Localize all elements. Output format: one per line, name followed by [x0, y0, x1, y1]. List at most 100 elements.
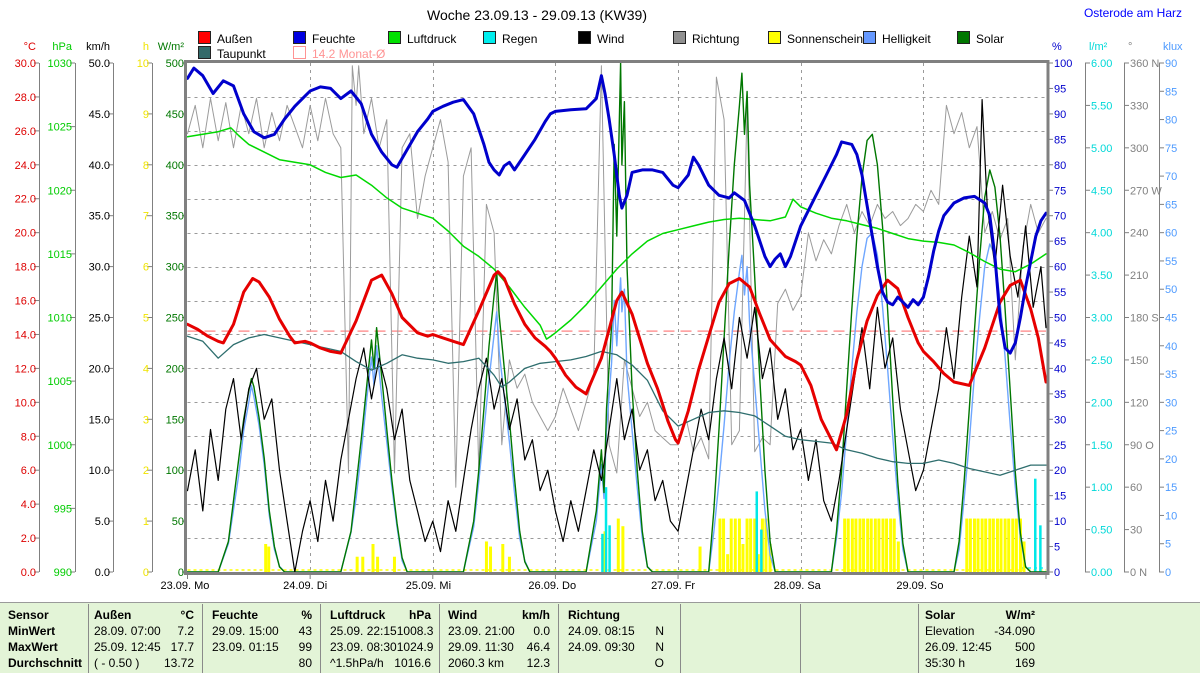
row-label-sensor: Sensor [8, 608, 49, 622]
sonnenschein-swatch-icon [768, 31, 781, 44]
svg-text:5.0: 5.0 [95, 516, 110, 528]
svg-text:65: 65 [1054, 236, 1066, 248]
cell-value: 43 [298, 624, 312, 638]
legend-label: Sonnenschein [787, 32, 864, 46]
series-helligkeit [186, 231, 1047, 573]
series-solar [186, 62, 1047, 573]
day-label: 24.09. Di [283, 580, 327, 592]
svg-text:450: 450 [166, 109, 184, 121]
day-label: 27.09. Fr [651, 580, 695, 592]
svg-text:30: 30 [1165, 397, 1177, 409]
svg-text:6: 6 [143, 262, 149, 274]
table-divider [918, 604, 919, 673]
max-row: 23.09. 08:30 1024.9 [330, 640, 434, 654]
cell-value: 99 [298, 640, 312, 654]
svg-text:50: 50 [172, 516, 184, 528]
legend-item-solar: Solar [957, 31, 1004, 46]
cell-text: 23.09. 01:15 [212, 640, 279, 654]
legend-item-sonnenschein: Sonnenschein [768, 31, 864, 46]
day-axis: 23.09. Mo 24.09. Di 25.09. Mi 26.09. Do 27.0… [161, 574, 1047, 592]
regen-swatch-icon [483, 31, 496, 44]
svg-text:210: 210 [1130, 270, 1148, 282]
table-col-solar: Solar W/m² Elevation -34.090 26.09. 12:45 500… [925, 603, 1035, 673]
svg-text:75: 75 [1054, 185, 1066, 197]
series-wind [186, 98, 1047, 573]
row-label-durchschnitt: Durchschnitt [8, 656, 83, 670]
table-divider [320, 604, 321, 673]
svg-text:180 S: 180 S [1130, 313, 1159, 325]
svg-text:90: 90 [1054, 109, 1066, 121]
cell-value: 1024.9 [396, 640, 434, 654]
svg-text:10: 10 [1054, 516, 1066, 528]
aussen-swatch-icon [198, 31, 211, 44]
table-divider [680, 604, 681, 673]
cell-value: W/m² [1005, 608, 1035, 622]
max-row: 29.09. 11:30 46.4 [448, 640, 550, 654]
axis-hPa: 990 995 1000 1005 1010 1015 1020 1025 1030 hPa [48, 41, 76, 579]
svg-text:25.0: 25.0 [89, 313, 110, 325]
svg-text:0.00: 0.00 [1091, 567, 1112, 579]
solar-swatch-icon [957, 31, 970, 44]
cell-text: 25.09. 12:45 [94, 640, 161, 654]
min-row: 29.09. 15:00 43 [212, 624, 312, 638]
legend-label: Luftdruck [407, 32, 457, 46]
row-label-minwert: MinWert [8, 624, 56, 638]
col-header: Richtung [568, 608, 664, 622]
monatsmittel-swatch-icon [293, 46, 306, 59]
svg-text:h: h [143, 41, 149, 53]
richtung-swatch-icon [673, 31, 686, 44]
day-label: 23.09. Mo [161, 580, 210, 592]
series-aussen [186, 270, 1047, 452]
cell-value: 13.72 [163, 656, 194, 670]
axis-klux: 0 5 10 15 20 25 30 35 40 45 50 55 60 65 70 75 80 85 90 klux [1159, 41, 1183, 579]
svg-text:30: 30 [1054, 414, 1066, 426]
svg-text:100: 100 [1054, 58, 1072, 70]
svg-text:350: 350 [166, 211, 184, 223]
cell-value: N [655, 640, 664, 654]
svg-text:500: 500 [166, 58, 184, 70]
svg-text:14.0: 14.0 [15, 329, 36, 341]
svg-text:15: 15 [1165, 482, 1177, 494]
table-col-richtung: Richtung 24.09. 08:15 N 24.09. 09:30 N O [568, 603, 664, 673]
sunshine-bars [264, 518, 1026, 572]
svg-text:1000: 1000 [48, 440, 72, 452]
svg-text:240: 240 [1130, 228, 1148, 240]
svg-text:1.00: 1.00 [1091, 482, 1112, 494]
svg-text:360 N: 360 N [1130, 58, 1159, 70]
svg-text:5.00: 5.00 [1091, 143, 1112, 155]
svg-text:W/m²: W/m² [158, 41, 185, 53]
avg-row: ( - 0.50 ) 13.72 [94, 656, 194, 670]
col-header: Feuchte% [212, 608, 312, 622]
svg-text:250: 250 [166, 313, 184, 325]
table-divider [88, 604, 89, 673]
cell-text: 26.09. 12:45 [925, 640, 992, 654]
cell-text: 35:30 h [925, 656, 966, 670]
col-header: Luftdruck hPa [330, 608, 431, 622]
svg-text:60: 60 [1130, 482, 1142, 494]
axis-C: 0.0 2.0 4.0 6.0 8.0 10.0 12.0 14.0 16.0 18.0 20.0 2… [15, 41, 40, 579]
svg-text:40: 40 [1054, 363, 1066, 375]
svg-text:60: 60 [1054, 262, 1066, 274]
svg-text:1005: 1005 [48, 376, 72, 388]
table-col-außen: Außen °C 28.09. 07:00 7.2 25.09. 12:45 17.7 ( … [94, 603, 194, 673]
svg-text:9: 9 [143, 109, 149, 121]
series-luftdruck [186, 127, 1047, 340]
svg-text:40: 40 [1165, 341, 1177, 353]
taupunkt-swatch-icon [198, 46, 211, 59]
svg-text:3.50: 3.50 [1091, 270, 1112, 282]
svg-text:90: 90 [1165, 58, 1177, 70]
weather-chart: 0.02.04.06.08.010.012.014.016.018.020.02… [15, 41, 1183, 592]
col-header: Außen °C [94, 608, 194, 622]
svg-text:0.50: 0.50 [1091, 525, 1112, 537]
avg-row: 35:30 h 169 [925, 656, 1035, 670]
svg-text:70: 70 [1165, 171, 1177, 183]
legend-label: Außen [217, 32, 253, 46]
svg-text:300: 300 [166, 262, 184, 274]
svg-text:hPa: hPa [52, 41, 72, 53]
table-divider [439, 604, 440, 673]
svg-text:2.0: 2.0 [21, 533, 36, 545]
svg-text:0: 0 [178, 567, 184, 579]
svg-text:30.0: 30.0 [89, 262, 110, 274]
svg-text:28.0: 28.0 [15, 92, 36, 104]
cell-value: 500 [1014, 640, 1035, 654]
